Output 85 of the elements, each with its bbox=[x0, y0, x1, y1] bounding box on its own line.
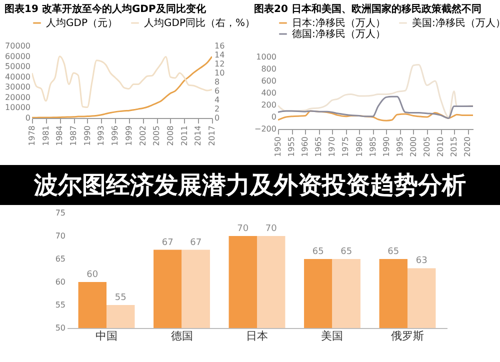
data-label: 63 bbox=[416, 256, 428, 266]
x-tick-label: 日本 bbox=[246, 330, 268, 342]
chart-title: 图表19 改革开放至今的人均GDP及同比变化 bbox=[4, 3, 207, 15]
data-label: 65 bbox=[312, 247, 324, 257]
x-tick-label: 1960 bbox=[300, 136, 310, 157]
y-tick-label: 1000 bbox=[256, 52, 276, 62]
x-tick-label: 2008 bbox=[166, 126, 175, 146]
line-series bbox=[278, 64, 473, 118]
line-series bbox=[278, 110, 473, 122]
y-tick-label: 20000 bbox=[5, 92, 30, 102]
x-tick-label: 中国 bbox=[96, 330, 118, 342]
x-tick-label: 2010 bbox=[436, 136, 445, 157]
x-tick-label: 1950 bbox=[274, 136, 282, 157]
legend-label: 日本:净移民（万人） bbox=[292, 17, 386, 29]
x-tick-label: 1987 bbox=[69, 126, 78, 146]
y-tick-label: −200 bbox=[254, 124, 276, 134]
x-tick-label: 2020 bbox=[463, 136, 472, 157]
y-tick-label: 30000 bbox=[5, 82, 30, 92]
x-tick-label: 2011 bbox=[180, 126, 189, 146]
y-tick-label: 600 bbox=[261, 76, 276, 86]
y-tick-label: 70000 bbox=[5, 42, 30, 50]
x-tick-label: 1975 bbox=[341, 136, 350, 157]
y2-tick-label: 16 bbox=[214, 42, 225, 50]
y-tick-label: 60 bbox=[55, 278, 66, 286]
data-label: 67 bbox=[190, 238, 202, 248]
legend-label: 美国:净移民（万人） bbox=[412, 17, 500, 29]
y2-tick-label: 0 bbox=[214, 114, 220, 122]
x-tick-label: 1981 bbox=[41, 126, 50, 146]
x-tick-label: 德国 bbox=[170, 330, 193, 342]
y-tick-label: 60000 bbox=[5, 52, 30, 61]
x-tick-label: 2017 bbox=[208, 126, 216, 146]
x-tick-label: 1999 bbox=[124, 126, 134, 146]
x-tick-label: 2002 bbox=[138, 126, 148, 146]
legend-label: 德国:净移民（万人） bbox=[292, 28, 386, 40]
y-tick-label: 0 bbox=[271, 112, 276, 122]
x-tick-label: 俄罗斯 bbox=[390, 330, 424, 342]
y-tick-label: 65 bbox=[55, 254, 66, 264]
x-tick-label: 美国 bbox=[321, 330, 344, 342]
y-tick-label: 55 bbox=[55, 300, 66, 310]
x-tick-label: 1993 bbox=[96, 126, 106, 146]
x-tick-label: 1980 bbox=[354, 136, 364, 157]
x-tick-label: 1990 bbox=[382, 136, 391, 157]
y-tick-label: 10000 bbox=[5, 103, 30, 112]
legend-label: 人均GDP（元） bbox=[46, 17, 118, 29]
y-tick-label: 50 bbox=[55, 324, 66, 332]
y-tick-label: 75 bbox=[55, 208, 66, 218]
y2-tick-label: 8 bbox=[214, 78, 220, 86]
x-tick-label: 2005 bbox=[422, 136, 432, 157]
x-tick-label: 1990 bbox=[82, 126, 92, 146]
x-tick-label: 1985 bbox=[368, 136, 378, 157]
line-series bbox=[278, 96, 473, 119]
y2-tick-label: 6 bbox=[214, 86, 220, 96]
x-tick-label: 1984 bbox=[55, 126, 64, 146]
x-tick-label: 2014 bbox=[194, 126, 203, 146]
data-label: 60 bbox=[86, 270, 98, 280]
y-tick-label: 70 bbox=[55, 232, 66, 240]
x-tick-label: 2000 bbox=[408, 136, 418, 157]
line-series bbox=[32, 56, 212, 108]
y2-tick-label: 10 bbox=[214, 68, 225, 78]
data-label: 55 bbox=[114, 293, 126, 303]
x-tick-label: 1996 bbox=[110, 126, 120, 146]
data-label: 70 bbox=[237, 224, 249, 234]
y-tick-label: 200 bbox=[261, 100, 276, 110]
chart-title: 图表20 日本和美国、欧洲国家的移民政策截然不同 bbox=[254, 3, 482, 15]
y2-tick-label: 14 bbox=[214, 50, 225, 60]
x-tick-label: 1970 bbox=[328, 136, 337, 157]
x-tick-label: 2005 bbox=[152, 126, 162, 146]
chart-title: 波尔图经济发展潜力及外资投资趋势分析 bbox=[0, 165, 500, 205]
x-tick-label: 1955 bbox=[287, 136, 296, 157]
y-tick-label: 800 bbox=[261, 64, 276, 74]
x-tick-label: 2015 bbox=[450, 136, 459, 157]
y-tick-label: 40000 bbox=[5, 72, 30, 82]
x-tick-label: 1995 bbox=[395, 136, 404, 157]
data-label: 67 bbox=[162, 238, 174, 248]
legend-label: 人均GDP同比（右，%） bbox=[144, 17, 255, 29]
x-tick-label: 1978 bbox=[28, 126, 36, 146]
y-tick-label: 50000 bbox=[5, 62, 30, 72]
y-tick-label: 0 bbox=[25, 114, 30, 122]
y2-tick-label: 4 bbox=[214, 96, 220, 104]
data-label: 65 bbox=[340, 247, 352, 257]
y2-tick-label: 2 bbox=[214, 104, 220, 114]
data-label: 65 bbox=[388, 247, 400, 257]
y2-tick-label: 12 bbox=[214, 60, 225, 68]
x-tick-label: 1965 bbox=[314, 136, 324, 157]
y-tick-label: 400 bbox=[261, 88, 276, 98]
